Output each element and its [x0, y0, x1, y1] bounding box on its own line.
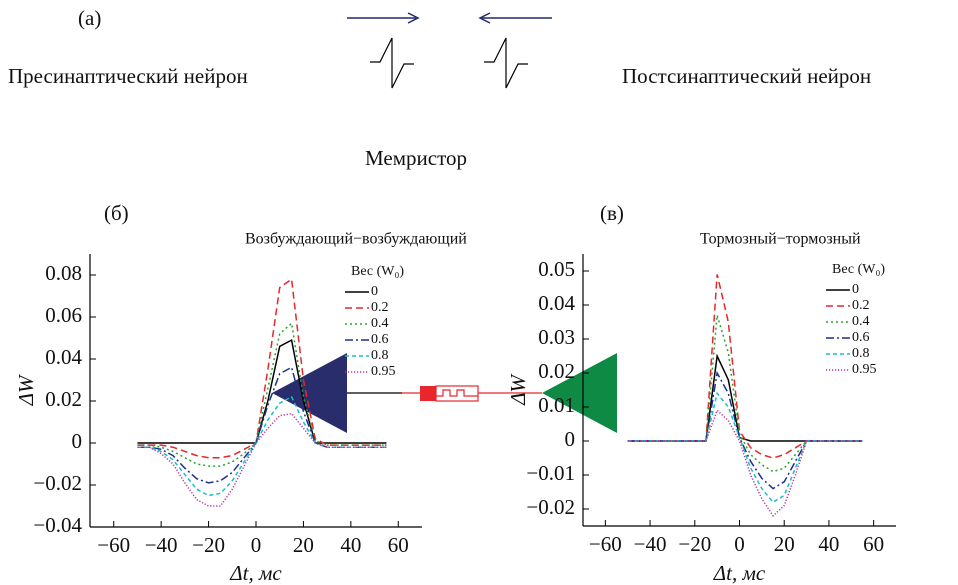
y-tick-label: −0.02	[33, 471, 82, 495]
series-line	[137, 412, 387, 507]
series-line	[627, 353, 863, 442]
series-line	[137, 277, 387, 459]
chart-title: Возбуждающий−возбуждающий	[245, 231, 467, 248]
series-line	[137, 366, 387, 484]
y-tick-label: 0.08	[45, 261, 82, 285]
y-tick-label: 0.02	[45, 387, 82, 411]
spike	[484, 37, 528, 89]
y-tick-label: −0.01	[526, 461, 575, 485]
arrow-head	[478, 12, 491, 24]
legend-title: Вес (W₀)	[832, 262, 885, 277]
spike	[370, 37, 414, 89]
x-tick-label: −60	[97, 533, 130, 557]
legend-label: 0.95	[371, 364, 396, 379]
panel-label: (a)	[78, 6, 101, 30]
series-line	[627, 409, 863, 517]
post-neuron	[542, 353, 617, 433]
pre-label: Пресинаптический нейрон	[8, 64, 248, 88]
y-tick-label: 0.06	[45, 303, 82, 327]
x-tick-label: −40	[145, 533, 178, 557]
x-tick-label: 60	[863, 532, 884, 556]
series-line	[137, 395, 387, 497]
panel-label: (б)	[104, 201, 129, 225]
arrow-head	[407, 12, 420, 24]
y-tick-label: −0.04	[33, 513, 82, 537]
x-tick-label: −40	[634, 532, 667, 556]
legend-title: Вес (W₀)	[351, 264, 404, 279]
legend-label: 0.2	[371, 300, 389, 315]
legend-label: 0.6	[852, 330, 870, 345]
x-tick-label: −60	[589, 532, 622, 556]
x-tick-label: 40	[818, 532, 839, 556]
y-tick-label: 0.02	[538, 359, 575, 383]
series-line	[627, 370, 863, 490]
post-label: Постсинаптический нейрон	[622, 64, 871, 88]
chart: (в) Тормозный−тормозный −0.02 −0.01 0 0.01 0.0…	[506, 201, 896, 585]
legend-label: 0	[371, 284, 378, 299]
y-axis-label: ΔW	[14, 373, 38, 406]
x-tick-label: 60	[388, 533, 409, 557]
series-line	[137, 338, 387, 444]
x-tick-label: 0	[251, 533, 262, 557]
y-tick-label: −0.02	[526, 495, 575, 519]
y-tick-label: 0	[72, 429, 83, 453]
legend-label: 0.6	[371, 332, 389, 347]
y-tick-label: 0.03	[538, 325, 575, 349]
x-axis-label: Δt, мс	[229, 561, 282, 585]
legend-label: 0.2	[852, 298, 870, 313]
legend-label: 0.4	[371, 316, 389, 331]
y-tick-label: 0.05	[538, 257, 575, 281]
y-tick-label: 0.04	[538, 291, 575, 315]
legend-label: 0	[852, 282, 859, 297]
chart: (б)Возбуждающий−возбуждающий−0.04−0.0200…	[14, 201, 467, 585]
memristor-label: Мемристор	[365, 146, 467, 170]
pre-neuron	[272, 353, 347, 433]
chart-title: Тормозный−тормозный	[700, 231, 861, 248]
x-tick-label: 20	[293, 533, 314, 557]
memristor-cap	[420, 386, 436, 401]
x-tick-label: 0	[734, 532, 745, 556]
x-tick-label: 40	[340, 533, 361, 557]
x-tick-label: −20	[678, 532, 711, 556]
series-line	[627, 274, 863, 459]
legend-label: 0.8	[852, 346, 870, 361]
y-tick-label: 0.04	[45, 345, 82, 369]
legend-label: 0.95	[852, 362, 877, 377]
x-tick-label: −20	[192, 533, 225, 557]
panel-label: (в)	[600, 201, 624, 225]
y-tick-label: 0	[565, 427, 576, 451]
series-line	[627, 391, 863, 504]
legend-label: 0.8	[371, 348, 389, 363]
memristor-zigzag	[436, 389, 478, 397]
y-tick-label: 0.01	[538, 393, 575, 417]
y-axis-label: ΔW	[506, 373, 530, 406]
x-tick-label: 20	[774, 532, 795, 556]
legend-label: 0.4	[852, 314, 870, 329]
x-axis-label: Δt, мс	[713, 561, 766, 585]
series-line	[137, 321, 387, 467]
diagram: (a) Пресинаптический нейрон Постсинаптич…	[8, 6, 871, 433]
